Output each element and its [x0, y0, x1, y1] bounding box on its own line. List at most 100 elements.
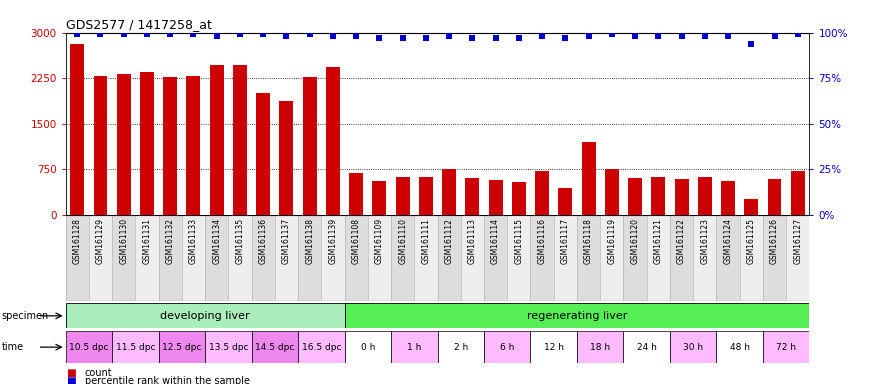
Bar	[298, 215, 321, 301]
Text: regenerating liver: regenerating liver	[527, 311, 627, 321]
Bar	[210, 65, 224, 215]
Bar	[466, 178, 480, 215]
Bar	[577, 331, 623, 363]
Text: GSM161108: GSM161108	[352, 218, 360, 264]
Bar	[530, 331, 577, 363]
Bar	[698, 177, 711, 215]
Bar	[647, 215, 670, 301]
Point	[605, 31, 619, 38]
Point	[466, 35, 480, 41]
Text: GSM161121: GSM161121	[654, 218, 662, 263]
Text: GSM161123: GSM161123	[700, 218, 710, 264]
Point	[373, 35, 387, 41]
Text: GSM161109: GSM161109	[374, 218, 384, 264]
Bar	[717, 215, 739, 301]
Text: GSM161130: GSM161130	[119, 218, 129, 264]
Text: 30 h: 30 h	[683, 343, 704, 352]
Point	[488, 35, 502, 41]
Text: time: time	[2, 342, 24, 352]
Bar	[66, 303, 345, 328]
Text: GSM161114: GSM161114	[491, 218, 500, 264]
Bar	[326, 67, 340, 215]
Text: GSM161137: GSM161137	[282, 218, 290, 264]
Point	[767, 33, 781, 40]
Bar	[321, 215, 345, 301]
Bar	[116, 74, 130, 215]
Point	[721, 33, 735, 40]
Text: specimen: specimen	[2, 311, 49, 321]
Bar	[628, 178, 642, 215]
Text: GSM161112: GSM161112	[444, 218, 453, 263]
Point	[256, 31, 270, 38]
Point	[651, 33, 665, 40]
Bar	[94, 76, 108, 215]
Bar	[349, 173, 363, 215]
Bar	[717, 331, 763, 363]
Point	[791, 31, 805, 38]
Bar	[368, 215, 391, 301]
Bar	[675, 179, 689, 215]
Bar	[623, 331, 670, 363]
Bar	[66, 215, 89, 301]
Bar	[252, 331, 298, 363]
Bar	[112, 215, 136, 301]
Text: GSM161127: GSM161127	[794, 218, 802, 264]
Text: GSM161120: GSM161120	[631, 218, 640, 264]
Point	[94, 31, 108, 38]
Bar	[721, 181, 735, 215]
Text: count: count	[85, 368, 113, 378]
Text: percentile rank within the sample: percentile rank within the sample	[85, 376, 250, 384]
Text: GSM161136: GSM161136	[259, 218, 268, 264]
Text: 24 h: 24 h	[637, 343, 656, 352]
Text: GSM161110: GSM161110	[398, 218, 407, 264]
Text: GSM161122: GSM161122	[677, 218, 686, 263]
Text: 13.5 dpc: 13.5 dpc	[208, 343, 248, 352]
Bar	[767, 179, 781, 215]
Bar	[670, 331, 717, 363]
Bar	[484, 331, 530, 363]
Text: GSM161132: GSM161132	[165, 218, 175, 264]
Bar	[158, 331, 205, 363]
Bar	[693, 215, 717, 301]
Bar	[186, 76, 200, 215]
Bar	[623, 215, 647, 301]
Text: developing liver: developing liver	[160, 311, 250, 321]
Text: 72 h: 72 h	[776, 343, 796, 352]
Point	[210, 33, 224, 40]
Point	[512, 35, 526, 41]
Text: GSM161139: GSM161139	[328, 218, 338, 264]
Bar	[345, 303, 809, 328]
Bar	[89, 215, 112, 301]
Bar	[66, 331, 112, 363]
Bar	[158, 215, 182, 301]
Point	[140, 31, 154, 38]
Point	[558, 35, 572, 41]
Point	[349, 33, 363, 40]
Text: 10.5 dpc: 10.5 dpc	[69, 343, 108, 352]
Bar	[558, 188, 572, 215]
Point	[164, 31, 178, 38]
Bar	[228, 215, 252, 301]
Bar	[484, 215, 508, 301]
Bar	[554, 215, 577, 301]
Bar	[786, 215, 809, 301]
Bar	[763, 215, 786, 301]
Text: 2 h: 2 h	[453, 343, 468, 352]
Bar	[112, 331, 158, 363]
Bar	[275, 215, 298, 301]
Bar	[391, 331, 438, 363]
Point	[419, 35, 433, 41]
Point	[233, 31, 247, 38]
Text: 0 h: 0 h	[360, 343, 375, 352]
Point	[303, 31, 317, 38]
Bar	[488, 180, 502, 215]
Text: GSM161129: GSM161129	[96, 218, 105, 264]
Bar	[739, 215, 763, 301]
Text: GSM161118: GSM161118	[584, 218, 593, 263]
Bar	[136, 215, 158, 301]
Text: 48 h: 48 h	[730, 343, 750, 352]
Text: GSM161119: GSM161119	[607, 218, 616, 264]
Text: GSM161126: GSM161126	[770, 218, 779, 264]
Bar	[507, 215, 530, 301]
Text: GSM161125: GSM161125	[746, 218, 756, 264]
